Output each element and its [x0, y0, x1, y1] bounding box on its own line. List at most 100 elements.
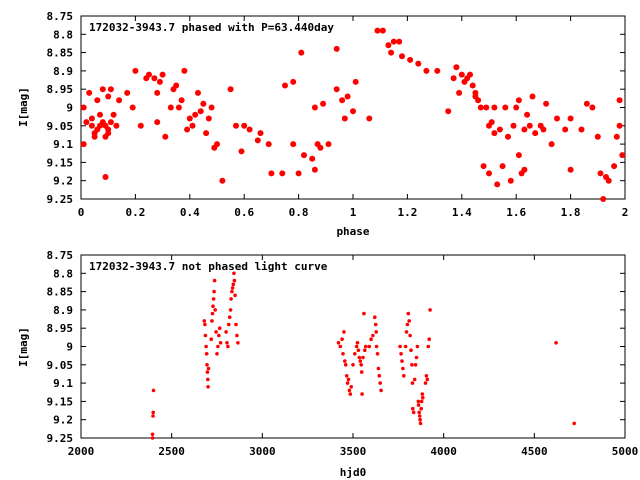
data-point	[333, 45, 340, 52]
data-point	[423, 381, 428, 385]
chart-title: 172032-3943.7 not phased light curve	[89, 260, 328, 273]
data-point	[373, 315, 377, 320]
data-point	[346, 377, 351, 382]
data-point	[613, 133, 620, 140]
data-point	[414, 355, 419, 360]
data-point	[91, 133, 98, 140]
data-point	[409, 348, 413, 353]
data-point	[526, 122, 533, 129]
data-point	[210, 311, 215, 316]
data-point	[505, 133, 511, 140]
data-point	[217, 326, 222, 331]
y-tick-label: 9.2	[53, 414, 73, 427]
data-point	[345, 381, 350, 385]
data-point	[385, 42, 392, 49]
data-point	[351, 363, 355, 367]
data-point	[230, 286, 235, 290]
data-point	[344, 374, 349, 378]
data-point	[241, 122, 248, 129]
data-point	[521, 126, 528, 133]
data-point	[355, 341, 360, 345]
data-point	[181, 67, 188, 74]
data-point	[453, 64, 460, 71]
data-point	[325, 141, 332, 148]
data-point	[107, 86, 114, 93]
data-point	[86, 89, 93, 96]
data-point	[218, 341, 223, 345]
data-point	[390, 38, 397, 45]
y-tick-label: 9.15	[47, 395, 74, 408]
data-point	[209, 337, 213, 342]
data-point	[150, 432, 155, 437]
data-point	[311, 166, 318, 173]
data-point	[154, 119, 161, 126]
data-point	[353, 352, 357, 356]
data-point	[420, 392, 425, 396]
data-point	[605, 177, 612, 184]
data-point	[425, 377, 430, 382]
data-point	[186, 115, 193, 122]
data-point	[192, 111, 199, 118]
data-point	[224, 330, 228, 334]
data-point	[418, 417, 422, 422]
data-point	[419, 406, 424, 411]
data-point	[423, 67, 430, 74]
data-point	[417, 410, 422, 415]
x-axis-label: hjd0	[340, 466, 367, 479]
data-point	[341, 115, 348, 122]
data-point	[379, 27, 386, 34]
data-point	[424, 374, 429, 378]
y-tick-label: 9.25	[47, 432, 74, 445]
data-point	[363, 348, 367, 353]
data-point	[344, 93, 351, 100]
y-tick-label: 9.25	[47, 193, 74, 206]
data-point	[583, 100, 590, 107]
data-point	[213, 308, 217, 312]
data-point	[488, 119, 495, 126]
data-point	[233, 293, 237, 298]
data-point	[80, 141, 87, 148]
data-point	[202, 319, 207, 323]
y-tick-label: 8.85	[47, 47, 74, 60]
data-point	[543, 100, 550, 107]
data-point	[373, 322, 378, 327]
x-tick-label: 0.8	[289, 206, 309, 219]
data-point	[309, 155, 316, 162]
x-tick-label: 2000	[68, 445, 95, 458]
data-point	[336, 341, 341, 345]
data-point	[167, 104, 174, 111]
data-point	[515, 152, 522, 159]
data-point	[483, 104, 490, 111]
data-point	[150, 436, 155, 440]
data-point	[428, 308, 432, 312]
data-point	[369, 337, 373, 342]
data-point	[374, 330, 379, 334]
data-point	[159, 71, 166, 78]
data-point	[339, 97, 346, 104]
data-point	[434, 67, 441, 74]
y-tick-label: 8.9	[53, 304, 73, 317]
data-point	[211, 304, 215, 309]
data-point	[88, 122, 95, 129]
data-point	[212, 278, 217, 283]
data-point	[279, 170, 286, 177]
y-tick-label: 8.8	[53, 28, 73, 41]
data-point	[611, 163, 618, 170]
x-tick-label: 0.2	[125, 206, 145, 219]
data-point	[254, 137, 261, 144]
data-point	[456, 89, 463, 96]
data-point	[352, 78, 359, 85]
data-point	[205, 363, 209, 367]
data-point	[205, 115, 212, 122]
data-point	[342, 330, 346, 334]
data-point	[235, 333, 239, 338]
data-point	[204, 352, 209, 356]
data-point	[363, 344, 368, 349]
data-point	[398, 344, 402, 349]
data-point	[467, 71, 473, 78]
data-point	[175, 104, 182, 111]
data-point	[445, 108, 452, 115]
data-point	[360, 392, 364, 396]
data-point	[107, 119, 114, 126]
data-point	[320, 100, 327, 107]
